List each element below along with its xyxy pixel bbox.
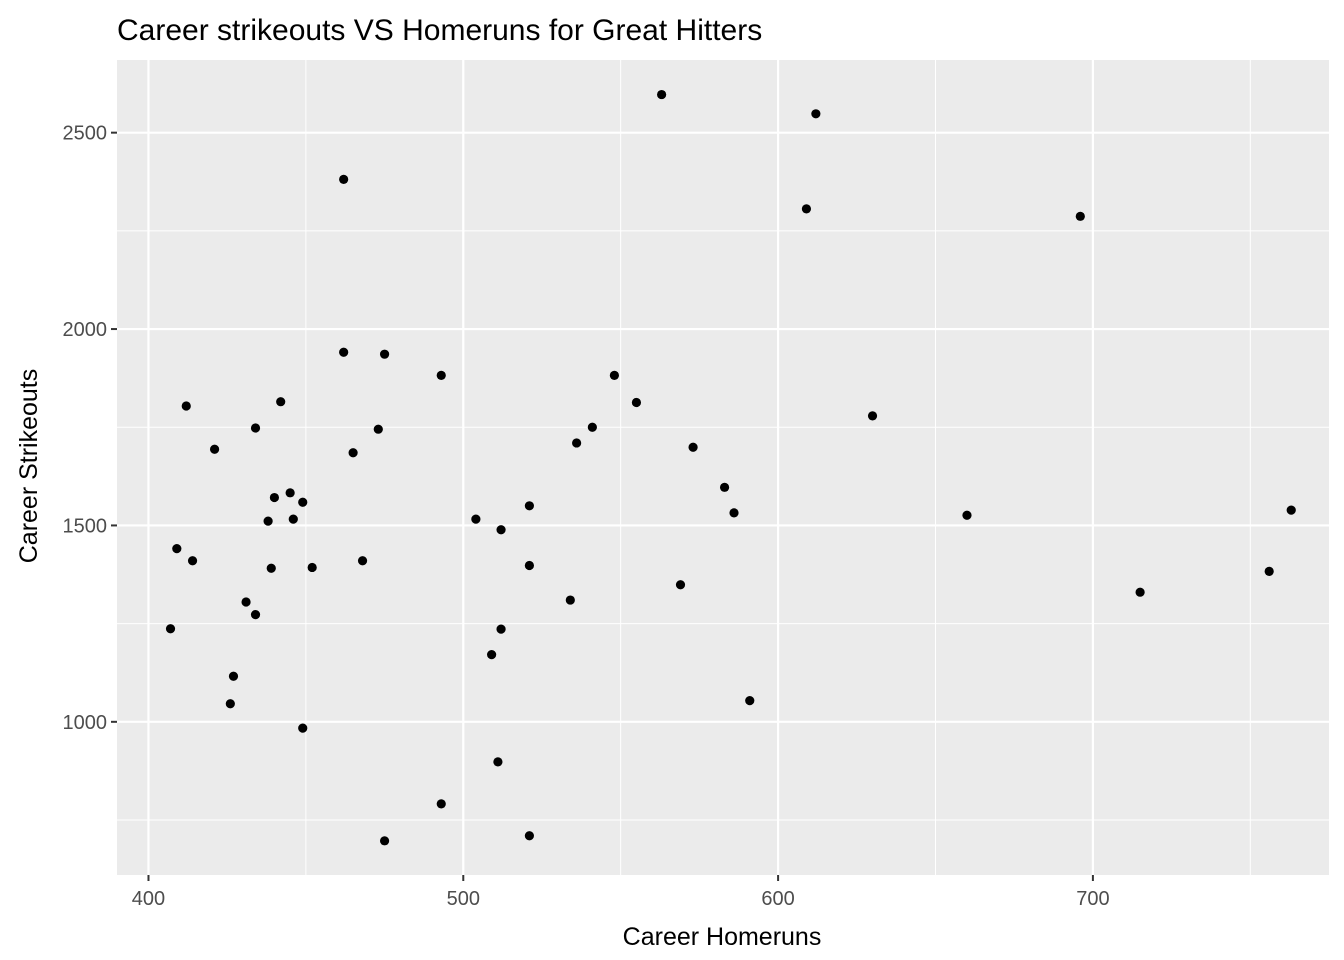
data-point (962, 510, 972, 520)
x-axis-title: Career Homeruns (623, 923, 822, 951)
data-point (250, 609, 261, 620)
data-point (181, 401, 191, 411)
y-tick-label: 1000 (63, 712, 108, 734)
data-point (266, 563, 276, 573)
data-point (801, 204, 812, 214)
data-point (1075, 211, 1085, 221)
y-tick-label: 2000 (63, 319, 108, 341)
data-point (348, 448, 358, 458)
x-tick-label: 700 (1076, 888, 1109, 910)
data-point (379, 349, 390, 359)
data-point (745, 696, 755, 706)
x-axis-ticks: 400 500 600 700 (132, 875, 1110, 910)
data-point (225, 699, 235, 709)
data-point (688, 442, 698, 452)
data-point (339, 347, 349, 357)
data-point (436, 799, 446, 809)
x-tick-label: 600 (761, 888, 794, 910)
y-tick-label: 2500 (63, 123, 108, 145)
data-points (165, 89, 1296, 846)
data-point (269, 492, 280, 503)
data-point (357, 556, 368, 566)
minor-gridlines (117, 60, 1329, 875)
data-point (241, 597, 251, 607)
data-point (565, 595, 575, 605)
chart-title: Career strikeouts VS Homeruns for Great … (117, 14, 762, 47)
data-point (263, 516, 273, 526)
data-point (657, 89, 667, 100)
x-tick-label: 500 (447, 888, 480, 910)
data-point (436, 370, 446, 380)
plot-panel (117, 60, 1329, 875)
data-point (719, 482, 730, 492)
data-point (187, 556, 198, 566)
data-point (1264, 566, 1274, 576)
y-tick-label: 1500 (63, 515, 108, 537)
data-point (524, 560, 534, 571)
data-point (298, 497, 308, 507)
data-point (373, 424, 383, 434)
data-point (471, 514, 481, 524)
data-point (493, 757, 503, 767)
data-point (496, 525, 506, 535)
data-point (631, 397, 642, 408)
data-point (524, 501, 534, 511)
data-point (307, 562, 317, 573)
data-point (298, 723, 308, 733)
data-point (1286, 505, 1296, 515)
y-axis-title: Career Strikeouts (15, 369, 43, 564)
data-point (811, 109, 821, 119)
data-point (288, 514, 298, 524)
x-tick-label: 400 (132, 888, 165, 910)
data-point (496, 624, 506, 634)
data-point (250, 423, 261, 433)
data-point (228, 671, 239, 681)
data-point (209, 444, 220, 454)
data-point (276, 397, 286, 407)
major-gridlines (117, 60, 1329, 875)
data-point (172, 544, 182, 554)
y-axis-ticks: 1000 1500 2000 2500 (63, 123, 117, 734)
data-point (609, 370, 619, 380)
data-point (867, 411, 878, 421)
data-point (1135, 587, 1145, 597)
data-point (339, 174, 349, 185)
data-point (524, 831, 534, 841)
data-point (165, 624, 176, 634)
data-point (285, 488, 295, 498)
data-point (675, 580, 686, 590)
data-point (487, 650, 497, 660)
data-point (572, 438, 582, 448)
data-point (379, 836, 390, 846)
data-point (729, 508, 739, 518)
data-point (587, 422, 597, 432)
